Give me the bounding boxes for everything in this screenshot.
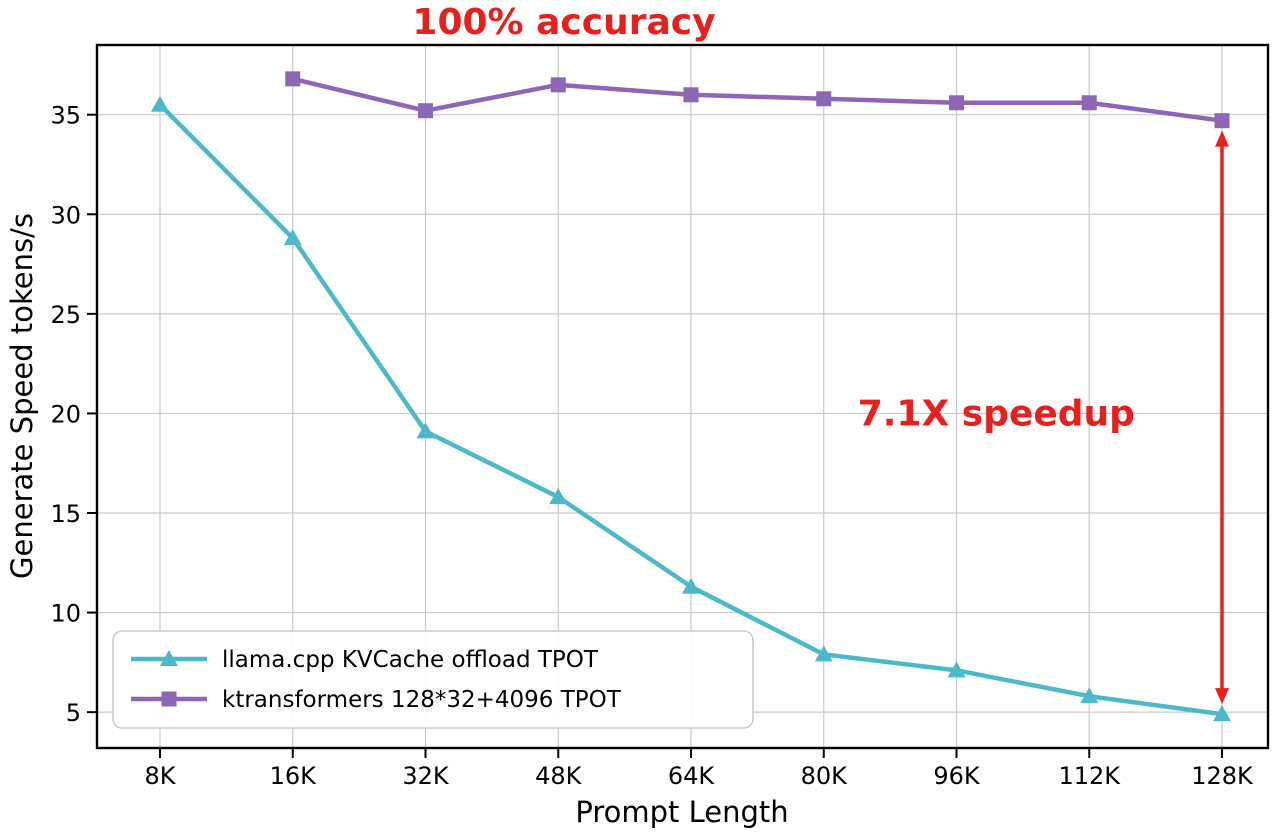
triangle-marker bbox=[1213, 705, 1231, 722]
arrowhead-down-icon bbox=[1215, 688, 1229, 705]
plot-border bbox=[95, 43, 1270, 750]
y-tick-label: 30 bbox=[50, 201, 81, 229]
y-tick-label: 25 bbox=[50, 301, 81, 329]
y-axis-label: Generate Speed tokens/s bbox=[5, 213, 39, 579]
series-line bbox=[290, 76, 1225, 123]
square-marker bbox=[816, 91, 832, 107]
chart-title: 100% accuracy bbox=[412, 2, 715, 43]
triangle-marker bbox=[160, 650, 178, 666]
x-tick-label: 32K bbox=[402, 762, 450, 790]
square-marker bbox=[285, 71, 301, 87]
square-marker bbox=[683, 87, 699, 103]
y-tick-label: 5 bbox=[66, 699, 81, 727]
grid-lines bbox=[97, 45, 1268, 748]
x-tick-label: 16K bbox=[270, 762, 318, 790]
square-marker bbox=[161, 691, 177, 707]
triangle-marker bbox=[416, 422, 435, 439]
triangle-marker bbox=[1080, 687, 1099, 704]
legend-box bbox=[112, 630, 754, 729]
x-tick-label: 128K bbox=[1191, 762, 1254, 790]
legend: llama.cpp KVCache offload TPOT ktransform… bbox=[112, 630, 754, 729]
x-tick-label: 64K bbox=[668, 762, 716, 790]
speedup-annotation: 7.1X speedup bbox=[858, 393, 1135, 434]
triangle-marker bbox=[151, 95, 169, 112]
x-tick-label: 8K bbox=[144, 762, 176, 790]
x-axis-label: Prompt Length bbox=[575, 795, 788, 829]
square-marker bbox=[550, 77, 566, 93]
square-marker bbox=[418, 103, 433, 119]
y-tick-label: 10 bbox=[50, 600, 81, 628]
annotations: 7.1X speedup bbox=[858, 130, 1229, 705]
triangle-marker bbox=[549, 488, 568, 505]
y-tick-label: 15 bbox=[50, 500, 81, 528]
triangle-marker bbox=[283, 229, 302, 246]
square-marker bbox=[1081, 95, 1097, 111]
x-tick-label: 112K bbox=[1058, 762, 1121, 790]
data-series bbox=[151, 71, 1231, 722]
square-marker bbox=[949, 95, 964, 111]
arrowhead-up-icon bbox=[1215, 130, 1229, 147]
triangle-marker bbox=[947, 661, 966, 678]
x-tick-label: 96K bbox=[933, 762, 981, 790]
x-tick-label: 80K bbox=[801, 762, 849, 790]
axis-ticks: 8K 16K 32K 48K 64K 80K 96K 112K 128K 5 10 15 20 25 30 3… bbox=[50, 102, 1254, 790]
triangle-marker bbox=[682, 577, 700, 594]
legend-entry-label: llama.cpp KVCache offload TPOT bbox=[222, 647, 599, 673]
square-marker bbox=[1214, 113, 1230, 129]
triangle-marker bbox=[814, 645, 833, 662]
legend-entry-label: ktransformers 128*32+4096 TPOT bbox=[222, 687, 622, 713]
y-tick-label: 20 bbox=[50, 400, 81, 428]
y-tick-label: 35 bbox=[50, 102, 81, 130]
x-tick-label: 48K bbox=[535, 762, 583, 790]
